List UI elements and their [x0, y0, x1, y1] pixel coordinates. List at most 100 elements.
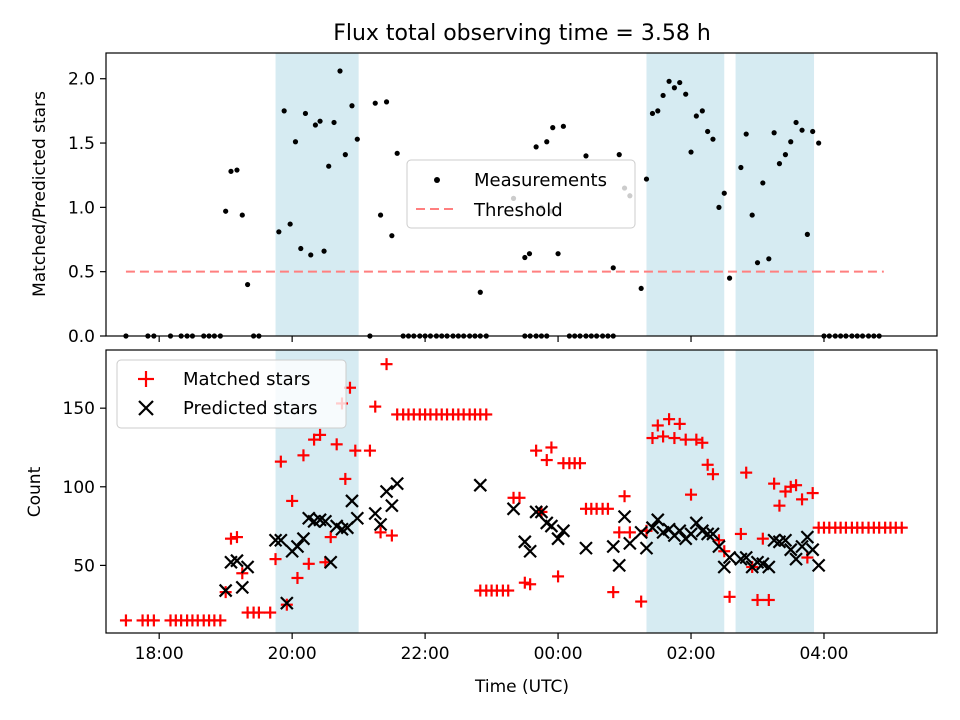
predicted-star-marker [645, 520, 660, 535]
matched-star-marker [668, 432, 681, 445]
measurement-point [610, 265, 616, 271]
measurement-point [228, 168, 234, 174]
predicted-star-marker [789, 552, 803, 566]
predicted-star-marker [795, 539, 809, 554]
top-yticks: 0.0 0.5 1.0 1.5 2.0 [68, 70, 106, 347]
measurement-point [643, 176, 650, 182]
measurement-point [688, 149, 694, 155]
matched-star-marker [651, 419, 664, 432]
predicted-star-marker [706, 527, 720, 541]
predicted-star-marker [290, 539, 305, 554]
measurement-point [550, 125, 556, 131]
predicted-star-marker [556, 524, 571, 538]
predicted-star-marker [778, 533, 793, 548]
bottom-ytick-label: 150 [63, 399, 95, 419]
measurement-point [726, 275, 733, 281]
measurement-point [223, 208, 229, 214]
measurement-point [389, 233, 395, 239]
bottom-xtick-label: 18:00 [135, 644, 184, 664]
predicted-star-marker [634, 525, 648, 540]
matched-star-marker [513, 491, 526, 504]
matched-star-marker [895, 521, 908, 534]
predicted-star-marker [544, 519, 559, 533]
top-spans [275, 53, 815, 336]
matched-star-marker [790, 479, 803, 492]
matched-star-marker [480, 408, 493, 421]
top-span-2 [735, 53, 815, 336]
measurement-point [655, 108, 661, 114]
predicted-star-marker [712, 539, 726, 554]
measurement-point [292, 139, 299, 145]
top-ytick-label: 0.5 [68, 263, 95, 283]
predicted-star-marker [506, 502, 521, 516]
predicted-star-marker [379, 484, 394, 499]
bottom-yticks: 50 100 150 [63, 399, 106, 576]
predicted-star-marker [529, 505, 543, 519]
matched-star-marker [330, 438, 343, 451]
matched-star-marker [706, 468, 719, 481]
bottom-xticks: 18:00 20:00 22:00 00:00 02:00 04:00 [135, 633, 848, 664]
measurement-point [660, 92, 666, 99]
measurement-point [560, 123, 566, 129]
measurement-point [383, 99, 390, 105]
measurement-point [677, 79, 683, 86]
predicted-star-marker [518, 535, 532, 549]
measurement-point [317, 118, 323, 124]
measurement-point [533, 144, 539, 150]
measurement-point [638, 285, 644, 292]
predicted-star-marker [805, 542, 820, 557]
matched-star-marker [613, 526, 626, 539]
top-points [123, 68, 882, 339]
measurement-point [738, 164, 744, 171]
matched-star-marker [291, 571, 304, 584]
measurement-point [312, 122, 319, 128]
measurement-point [749, 212, 755, 218]
top-ylabel: Matched/Predicted stars [30, 91, 50, 297]
matched-star-marker [339, 472, 352, 485]
measurement-point [666, 78, 672, 84]
legend-matched-label: Matched stars [183, 369, 310, 390]
bottom-legend-box [116, 359, 347, 429]
matched-star-marker [773, 499, 786, 512]
bottom-span-1 [646, 350, 725, 633]
matched-star-marker [286, 494, 299, 507]
matched-star-marker [607, 586, 620, 599]
matched-star-marker [385, 529, 398, 542]
predicted-star-marker [268, 533, 283, 548]
matched-star-marker [796, 493, 809, 506]
measurement-point [793, 119, 799, 126]
predicted-star-marker [368, 506, 383, 521]
bottom-ytick-label: 100 [63, 478, 95, 498]
predicted-star-marker [230, 553, 244, 568]
matched-star-marker [618, 490, 631, 503]
measurement-point [526, 251, 533, 257]
matched-star-marker [601, 502, 614, 515]
matched-star-marker [646, 432, 659, 445]
legend-measurements-label: Measurements [474, 170, 607, 191]
bottom-ytick-label: 50 [73, 556, 95, 576]
measurement-point [326, 163, 332, 169]
legend-matched-marker [138, 371, 154, 387]
matched-star-marker [635, 595, 648, 608]
matched-star-marker [349, 444, 362, 457]
measurement-point [377, 212, 384, 218]
matched-star-marker [756, 532, 769, 545]
bottom-span-2 [735, 350, 815, 633]
measurement-point [354, 136, 360, 142]
matched-star-marker [119, 614, 132, 627]
top-panel: 0.00.51.01.52.0 Matched/Predicted stars … [30, 52, 938, 347]
measurement-point [649, 110, 656, 117]
matched-star-marker [297, 449, 310, 462]
predicted-star-marker [800, 530, 815, 544]
predicted-star-marker [534, 505, 549, 519]
measurement-point [705, 128, 711, 135]
predicted-star-marker [717, 560, 732, 574]
matched-star-marker [545, 441, 558, 454]
matched-star-marker [734, 527, 747, 540]
measurement-point [321, 248, 327, 254]
measurement-point [302, 110, 309, 117]
predicted-star-marker [762, 560, 776, 574]
matched-star-marker [623, 526, 636, 539]
matched-star-marker [214, 614, 227, 627]
